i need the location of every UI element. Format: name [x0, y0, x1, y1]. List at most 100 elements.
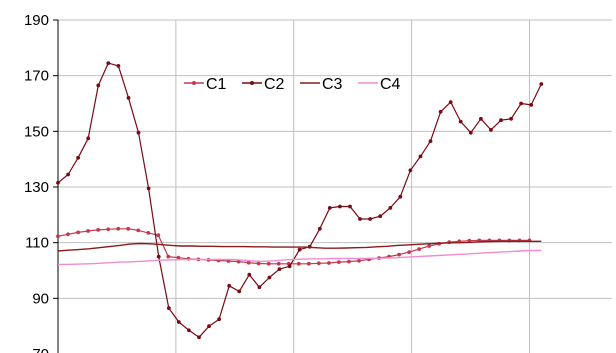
point-c2-35 [408, 168, 413, 173]
point-c2-44 [499, 118, 503, 123]
point-c1-3 [86, 229, 90, 233]
point-c1-25 [306, 261, 311, 266]
point-c2-29 [348, 204, 352, 209]
point-c2-15 [207, 324, 211, 329]
point-c2-42 [479, 116, 483, 121]
point-c2-0 [56, 180, 60, 185]
point-c2-38 [438, 109, 443, 114]
point-c2-5 [106, 61, 111, 65]
point-c1-24 [296, 261, 301, 266]
point-c1-4 [96, 228, 100, 232]
axes [53, 19, 59, 353]
point-c2-11 [166, 306, 171, 310]
point-c2-32 [378, 214, 383, 219]
point-c1-9 [146, 231, 151, 235]
point-c1-21 [266, 261, 271, 266]
point-c2-20 [257, 285, 262, 290]
y-tick-label-70: 70 [32, 346, 49, 353]
series-c2 [56, 61, 544, 340]
horizontal-gridlines [58, 19, 612, 299]
point-c2-22 [277, 267, 282, 271]
point-c2-9 [146, 186, 151, 191]
legend-item-c2: C2 [242, 76, 285, 93]
point-c2-28 [338, 204, 342, 209]
y-tick-label-190: 190 [24, 12, 49, 29]
point-c2-24 [297, 247, 302, 252]
legend-item-c3: C3 [300, 76, 343, 93]
point-c1-26 [316, 261, 321, 266]
point-c2-26 [317, 226, 322, 231]
point-c1-28 [337, 260, 341, 264]
legend-marker-c2 [250, 81, 254, 85]
legend: C1 C2 C3 C4 [184, 76, 401, 93]
y-tick-label-170: 170 [24, 68, 49, 85]
point-c2-17 [227, 283, 232, 288]
point-c2-4 [96, 83, 101, 88]
point-c1-36 [417, 247, 421, 252]
point-c2-19 [247, 272, 252, 277]
point-c2-45 [509, 116, 513, 121]
point-c1-34 [397, 252, 401, 257]
point-c1-5 [106, 227, 111, 232]
point-c2-39 [448, 100, 453, 104]
point-c2-1 [66, 172, 70, 177]
point-c2-34 [398, 194, 403, 199]
series-c3 [57, 240, 542, 252]
point-c1-10 [156, 233, 161, 238]
legend-label-c2: C2 [264, 76, 285, 93]
y-tick-label-110: 110 [25, 235, 49, 252]
point-c1-20 [256, 261, 261, 266]
point-c2-36 [418, 154, 423, 159]
point-c2-33 [388, 206, 393, 210]
vertical-gridlines [175, 20, 530, 353]
point-c2-31 [368, 217, 372, 221]
point-c1-6 [116, 226, 121, 231]
point-c2-13 [187, 328, 191, 333]
legend-label-c3: C3 [322, 76, 343, 93]
point-c2-18 [237, 289, 242, 294]
series-layer [56, 61, 544, 340]
point-c2-23 [287, 264, 292, 269]
point-c2-30 [358, 217, 362, 221]
point-c2-7 [126, 96, 131, 100]
point-c2-46 [519, 101, 523, 106]
point-c2-48 [539, 82, 544, 86]
legend-item-c1: C1 [184, 76, 227, 93]
point-c2-27 [327, 206, 332, 210]
point-c1-27 [327, 261, 331, 265]
y-tick-label-90: 90 [32, 290, 49, 307]
point-c2-37 [428, 139, 433, 144]
series-c4 [58, 249, 542, 266]
point-c1-7 [126, 226, 131, 231]
point-c2-8 [136, 130, 141, 135]
point-c1-35 [407, 250, 411, 255]
point-c1-37 [427, 244, 432, 248]
series-line-c3 [57, 240, 542, 252]
point-c1-11 [166, 254, 171, 259]
point-c2-2 [76, 155, 80, 160]
point-c2-14 [197, 335, 201, 340]
legend-label-c1: C1 [206, 76, 227, 93]
point-c1-2 [76, 230, 80, 235]
point-c2-21 [267, 275, 272, 280]
point-c1-18 [236, 259, 241, 264]
series-line-c4 [58, 249, 542, 266]
point-c2-12 [176, 320, 181, 324]
legend-item-c4: C4 [358, 76, 401, 93]
legend-marker-c1 [192, 81, 196, 85]
point-c2-43 [489, 127, 493, 132]
legend-label-c4: C4 [380, 76, 401, 93]
point-c2-47 [529, 103, 534, 107]
point-c1-8 [136, 228, 141, 233]
point-c2-41 [468, 130, 473, 135]
point-c1-12 [176, 255, 181, 260]
y-tick-labels: 70 90 110 130 150 170 190 [24, 12, 49, 353]
y-tick-label-150: 150 [24, 123, 49, 140]
point-c1-19 [246, 260, 251, 265]
point-c1-0 [56, 234, 60, 239]
point-c1-29 [347, 259, 351, 264]
point-c2-40 [458, 119, 463, 124]
point-c2-16 [217, 317, 222, 322]
